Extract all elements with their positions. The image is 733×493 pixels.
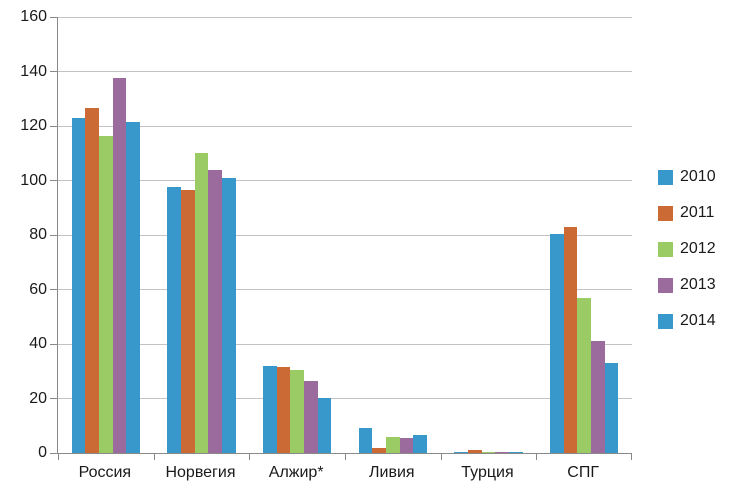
x-axis-category-label: СПГ	[567, 464, 600, 481]
bar-Норвегия-2012	[194, 153, 209, 453]
gridline-60	[58, 289, 632, 290]
bar-Ливия-2010	[358, 428, 373, 453]
bar-Турция-2010	[454, 452, 468, 453]
x-axis-tick	[249, 453, 251, 460]
x-axis-category-label: Алжир*	[268, 464, 324, 481]
y-axis-tick	[50, 343, 58, 345]
bar-Алжир*-2014	[317, 398, 332, 453]
bar-Россия-2013	[112, 78, 127, 453]
gridline-20	[58, 398, 632, 399]
bar-Норвегия-2011	[180, 190, 195, 453]
x-axis-tick	[58, 453, 59, 460]
legend-entry-2014: 2014	[658, 312, 716, 329]
legend-label: 2012	[680, 240, 716, 257]
gridline-40	[58, 343, 632, 345]
legend-swatch-icon	[658, 277, 673, 293]
legend-label: 2011	[680, 204, 715, 221]
bar-Алжир*-2012	[290, 370, 304, 453]
bar-Россия-2011	[85, 108, 99, 453]
y-axis-tick	[50, 289, 58, 290]
bar-Турция-2014	[509, 452, 523, 453]
y-axis-tick	[50, 71, 58, 72]
gridline-160	[58, 17, 632, 18]
legend-swatch-icon	[658, 205, 673, 221]
gridline-140	[58, 71, 632, 72]
x-axis-tick	[631, 453, 632, 460]
x-axis-category-label: Ливия	[369, 464, 415, 481]
y-axis-tick-label: 160	[20, 8, 47, 25]
bar-Норвегия-2014	[222, 178, 236, 453]
gridline-80	[58, 234, 632, 236]
legend-swatch-icon	[658, 313, 673, 329]
legend-entry-2012: 2012	[658, 240, 716, 257]
legend-entry-2010: 2010	[658, 168, 716, 185]
x-axis-tick	[153, 453, 155, 460]
bar-Ливия-2014	[413, 435, 428, 453]
y-axis-tick	[50, 398, 58, 399]
y-axis-tick-label: 40	[29, 335, 47, 352]
legend-label: 2013	[680, 276, 716, 293]
bar-Норвегия-2013	[208, 170, 222, 453]
y-axis-tick	[50, 453, 58, 454]
bar-СПГ-2010	[549, 234, 564, 453]
bar-Ливия-2013	[399, 438, 414, 453]
y-axis-tick	[50, 16, 58, 18]
y-axis-tick	[50, 180, 58, 181]
x-axis-tick	[440, 453, 442, 460]
bar-Россия-2012	[98, 136, 113, 453]
legend-label: 2010	[680, 168, 716, 185]
x-axis-category-label: Россия	[78, 464, 132, 481]
x-axis-tick	[345, 453, 346, 460]
bar-Алжир*-2011	[276, 367, 291, 453]
legend-label: 2014	[680, 312, 716, 329]
bar-Россия-2014	[126, 122, 141, 453]
y-axis-tick-label: 140	[20, 62, 47, 80]
x-axis-tick	[536, 453, 538, 460]
bar-Турция-2013	[495, 452, 509, 453]
y-axis-tick-label: 0	[38, 444, 47, 461]
legend-entry-2013: 2013	[658, 276, 716, 293]
bar-СПГ-2013	[591, 341, 605, 453]
bar-СПГ-2011	[563, 227, 578, 453]
y-axis-tick-label: 80	[29, 226, 47, 243]
y-axis-tick	[50, 234, 58, 236]
bar-Турция-2012	[481, 452, 496, 453]
y-axis-tick	[50, 125, 58, 127]
x-axis-category-label: Норвегия	[165, 464, 236, 481]
y-axis-tick-label: 20	[29, 389, 47, 407]
x-axis-category-label: Турция	[461, 464, 514, 481]
y-axis-tick-label: 120	[20, 117, 47, 134]
bar-Алжир*-2013	[304, 381, 318, 453]
bar-Норвегия-2010	[167, 187, 181, 453]
gridline-100	[58, 180, 632, 181]
bar-СПГ-2014	[604, 363, 619, 453]
y-axis-tick-label: 60	[29, 280, 47, 298]
bar-Ливия-2012	[385, 437, 400, 453]
y-axis-tick-label: 100	[20, 171, 47, 189]
legend: 2010 2011 2012 2013 2014	[658, 168, 716, 349]
bar-СПГ-2012	[577, 298, 591, 453]
legend-entry-2011: 2011	[658, 204, 716, 221]
plot-area	[50, 16, 632, 460]
legend-swatch-icon	[658, 169, 673, 185]
bar-Турция-2011	[467, 450, 482, 453]
legend-swatch-icon	[658, 241, 673, 257]
gridline-120	[58, 125, 632, 127]
bar-Алжир*-2010	[262, 366, 277, 453]
bar-Россия-2010	[71, 118, 86, 453]
bar-Ливия-2011	[372, 448, 386, 453]
